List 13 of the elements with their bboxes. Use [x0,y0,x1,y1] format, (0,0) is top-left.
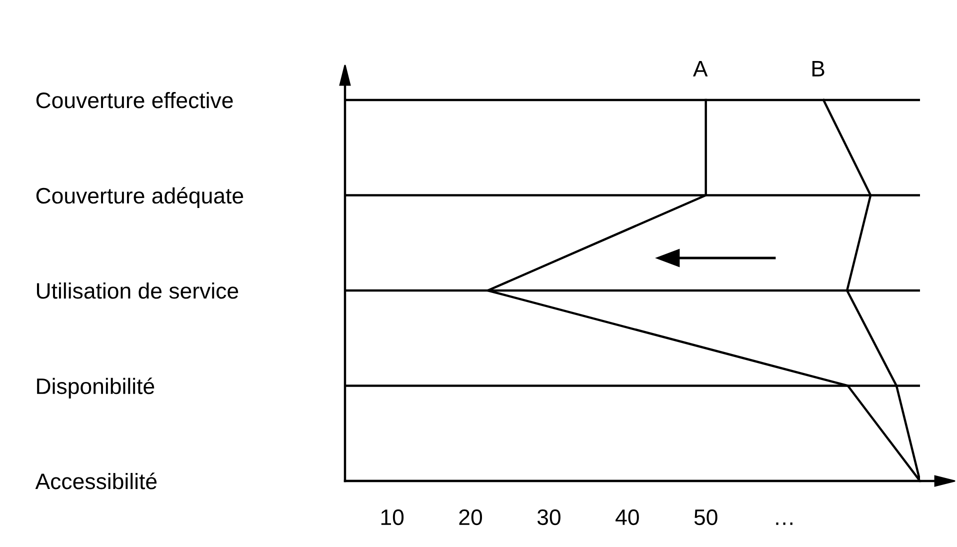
x-tick-label: 20 [459,509,482,526]
y-tick-label: Couverture adéquate [36,187,244,208]
y-tick-label: Couverture effective [36,92,233,108]
y-tick-label: Accessibilité [35,472,157,490]
x-tick-label: 40 [616,509,639,526]
y-tick-label: Utilisation de service [36,282,238,299]
x-tick-label: … [776,522,792,525]
y-tick-label: Disponibilité [37,378,154,399]
x-tick-label: 50 [694,509,718,526]
x-tick-label: 10 [381,509,404,526]
series-label: A [692,61,708,76]
x-tick-label: 30 [537,509,560,526]
series-label: B [812,61,824,76]
